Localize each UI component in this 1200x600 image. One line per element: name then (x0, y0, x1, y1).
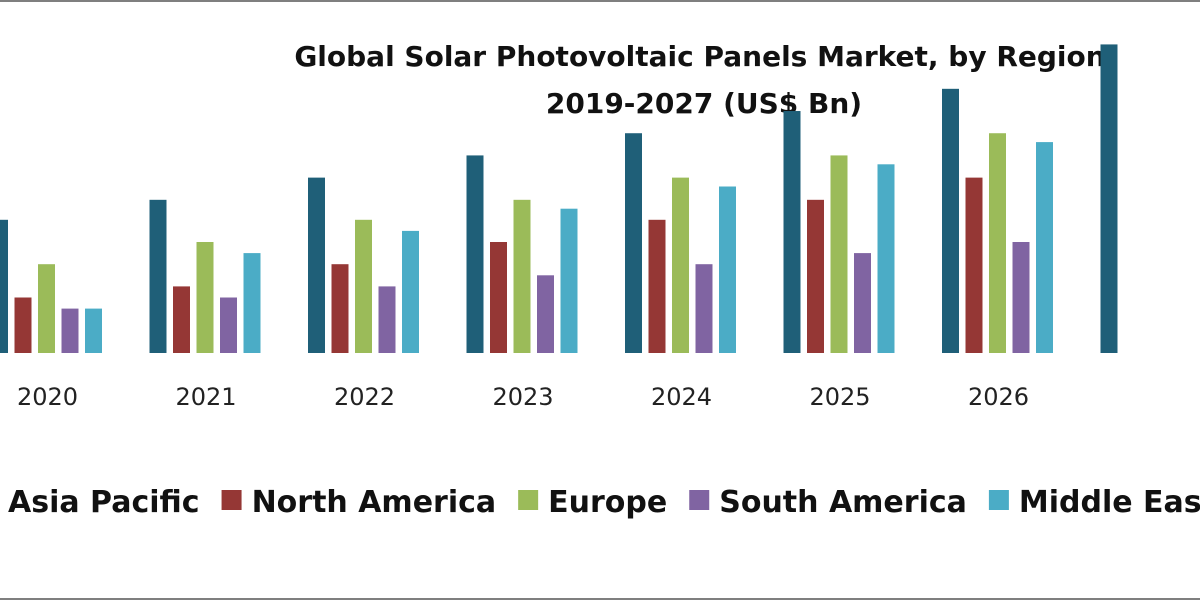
bar-north-america-2020 (14, 297, 32, 353)
bar-south-america-2021 (220, 297, 237, 353)
bar-middle-east-africa-2025 (877, 164, 895, 353)
x-tick-label: 2025 (809, 383, 870, 411)
chart-subtitle: 2019-2027 (US$ Bn) (546, 87, 862, 120)
bar-north-america-2021 (173, 286, 190, 353)
bar-europe-2025 (830, 155, 848, 353)
legend-swatch-europe (518, 490, 539, 510)
bar-asia-pacific-2022 (308, 177, 325, 353)
bar-asia-pacific-2020 (0, 219, 8, 353)
x-tick-label: 2024 (651, 383, 712, 411)
bar-middle-east-africa-2022 (402, 230, 419, 353)
bar-asia-pacific-2024 (625, 133, 642, 353)
bar-middle-east-africa-2023 (560, 208, 578, 353)
bar-europe-2022 (355, 219, 372, 353)
x-tick-label: 2023 (492, 383, 553, 411)
bar-south-america-2024 (695, 264, 713, 353)
bar-asia-pacific-2023 (466, 155, 484, 353)
legend-swatch-middle-east-africa (988, 490, 1009, 510)
legend-label-north-america: North America (252, 485, 497, 520)
x-tick-label: 2026 (968, 383, 1029, 411)
bar-south-america-2022 (378, 286, 396, 353)
bar-south-america-2020 (61, 308, 79, 353)
bar-north-america-2026 (965, 177, 983, 353)
legend-label-europe: Europe (548, 485, 667, 520)
legend: Asia Pacific North America Europe South Ame… (8, 485, 1200, 520)
bars-layer (0, 44, 1118, 354)
bar-middle-east-africa-2021 (243, 253, 261, 353)
bar-asia-pacific-2026 (942, 88, 959, 353)
bar-europe-2023 (513, 199, 531, 353)
bar-europe-2024 (672, 177, 689, 353)
bar-asia-pacific-2027 (1100, 44, 1118, 354)
legend-swatch-south-america (689, 490, 710, 510)
bar-south-america-2026 (1012, 242, 1030, 353)
chart-title: Global Solar Photovoltaic Panels Market,… (294, 40, 1105, 73)
bar-europe-2021 (196, 242, 214, 353)
x-tick-label: 2020 (17, 383, 78, 411)
bar-north-america-2023 (490, 242, 507, 353)
legend-label-asia-pacific: Asia Pacific (8, 485, 200, 520)
legend-swatch-north-america (221, 490, 242, 510)
bar-north-america-2025 (807, 199, 824, 353)
bar-south-america-2025 (854, 253, 871, 353)
bar-europe-2020 (38, 264, 55, 353)
bar-middle-east-africa-2024 (719, 186, 736, 353)
bar-asia-pacific-2025 (783, 111, 801, 354)
bar-middle-east-africa-2020 (85, 308, 102, 353)
bar-north-america-2022 (331, 264, 349, 353)
bar-south-america-2023 (537, 275, 554, 353)
bar-middle-east-africa-2026 (1036, 142, 1053, 353)
bar-asia-pacific-2021 (149, 199, 167, 353)
x-tick-label: 2021 (175, 383, 236, 411)
legend-label-south-america: South America (719, 485, 967, 520)
x-tick-labels: 2020 2021 2022 2023 2024 2025 2026 (17, 383, 1029, 411)
bar-north-america-2024 (648, 219, 666, 353)
x-tick-label: 2022 (334, 383, 395, 411)
legend-label-middle-east-africa: Middle East & A (1019, 485, 1200, 520)
bar-europe-2026 (989, 133, 1006, 353)
